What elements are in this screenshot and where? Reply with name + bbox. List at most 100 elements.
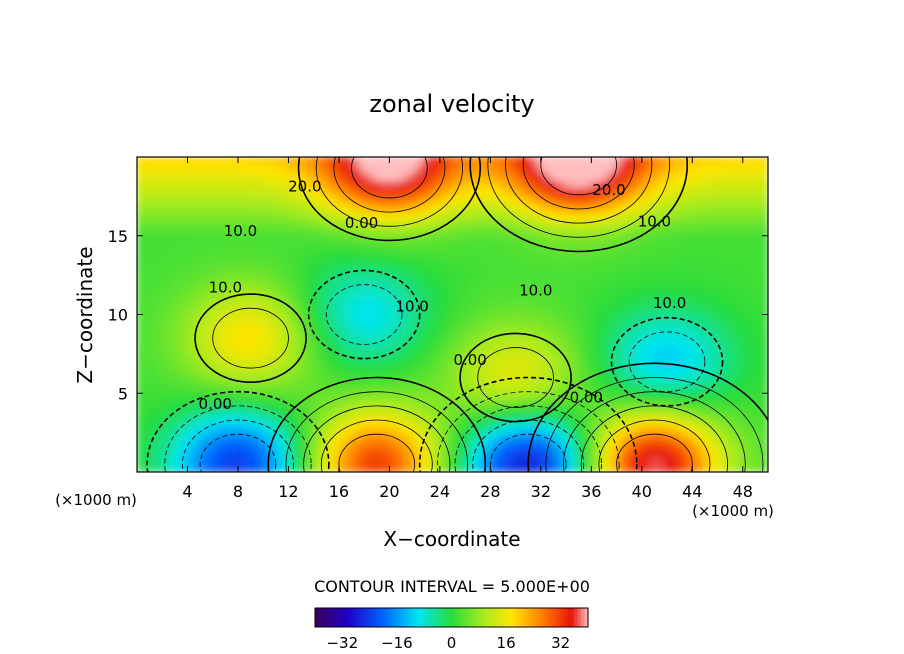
heatmap-cell [269,455,277,465]
heatmap-cell [603,306,611,315]
heatmap-cell [142,416,151,426]
heatmap-cell [168,361,176,371]
heatmap-cell [180,424,188,434]
heatmap-cell [382,424,390,434]
heatmap-cell [294,211,302,221]
heatmap-cell [609,416,618,426]
heatmap-cell [325,243,334,252]
heatmap-cell [212,157,220,166]
heatmap-cell [275,157,283,166]
heatmap-cell [180,211,188,221]
heatmap-cell [401,447,409,457]
heatmap-cell [534,251,542,260]
heatmap-cell [666,329,674,339]
heatmap-cell [515,227,523,237]
heatmap-cell [250,392,258,402]
heatmap-cell [754,243,763,252]
heatmap-cell [597,219,605,229]
heatmap-cell [224,282,233,292]
heatmap-cell [199,188,207,197]
heatmap-cell [515,157,523,166]
heatmap-cell [300,377,308,386]
heatmap-cell [717,400,725,410]
heatmap-cell [439,337,447,347]
heatmap-cell [452,258,460,268]
heatmap-cell [515,211,523,221]
heatmap-cell [212,235,220,245]
heatmap-cell [546,345,554,355]
heatmap-cell [634,251,643,260]
heatmap-cell [609,306,618,315]
heatmap-cell [294,369,302,378]
heatmap-cell [439,377,447,386]
heatmap-cell [761,172,768,182]
heatmap-cell [546,432,554,441]
heatmap-cell [300,369,308,378]
heatmap-cell [401,361,409,371]
heatmap-cell [641,266,649,276]
colorbar-swatch [376,608,381,627]
heatmap-cell [546,463,554,472]
heatmap-cell [174,274,182,284]
heatmap-cell [319,353,327,363]
heatmap-cell [603,195,611,205]
heatmap-cell [369,455,378,465]
heatmap-cell [414,463,422,472]
colorbar-tick-label: 16 [497,634,516,652]
heatmap-cell [281,290,289,300]
heatmap-cell [332,243,340,252]
heatmap-cell [622,243,630,252]
heatmap-cell [742,235,750,245]
heatmap-cell [414,172,422,182]
heatmap-cell [704,455,712,465]
heatmap-cell [489,266,498,276]
heatmap-cell [597,392,605,402]
heatmap-cell [483,266,491,276]
heatmap-cell [616,180,624,189]
heatmap-cell [641,384,649,394]
colorbar-swatch [362,608,367,627]
heatmap-cell [540,345,548,355]
heatmap-cell [351,274,359,284]
heatmap-cell [527,329,536,339]
heatmap-cell [628,227,636,237]
heatmap-cell [761,235,768,245]
heatmap-cell [306,251,315,260]
heatmap-cell [540,416,548,426]
heatmap-cell [735,392,744,402]
heatmap-cell [534,235,542,245]
heatmap-cell [452,377,460,386]
heatmap-cell [748,211,756,221]
heatmap-cell [489,157,498,166]
heatmap-cell [653,392,662,402]
heatmap-cell [382,266,390,276]
heatmap-cell [306,274,315,284]
heatmap-cell [250,211,258,221]
heatmap-cell [590,195,599,205]
heatmap-cell [193,211,201,221]
heatmap-cell [748,258,756,268]
heatmap-cell [243,369,252,378]
heatmap-cell [534,211,542,221]
heatmap-cell [458,400,466,410]
heatmap-cell [464,172,472,182]
colorbar-swatch [536,608,541,627]
heatmap-cell [552,203,561,213]
heatmap-cell [445,251,453,260]
heatmap-cell [470,282,479,292]
heatmap-cell [634,195,643,205]
heatmap-cell [597,211,605,221]
heatmap-cell [137,377,144,386]
heatmap-cell [464,157,472,166]
heatmap-cell [653,243,662,252]
heatmap-cell [704,400,712,410]
heatmap-cell [489,306,498,315]
heatmap-cell [382,188,390,197]
heatmap-cell [237,321,245,331]
heatmap-cell [445,353,453,363]
heatmap-cell [603,455,611,465]
heatmap-cell [433,353,441,363]
heatmap-cell [754,345,763,355]
heatmap-cell [319,203,327,213]
heatmap-cell [414,290,422,300]
